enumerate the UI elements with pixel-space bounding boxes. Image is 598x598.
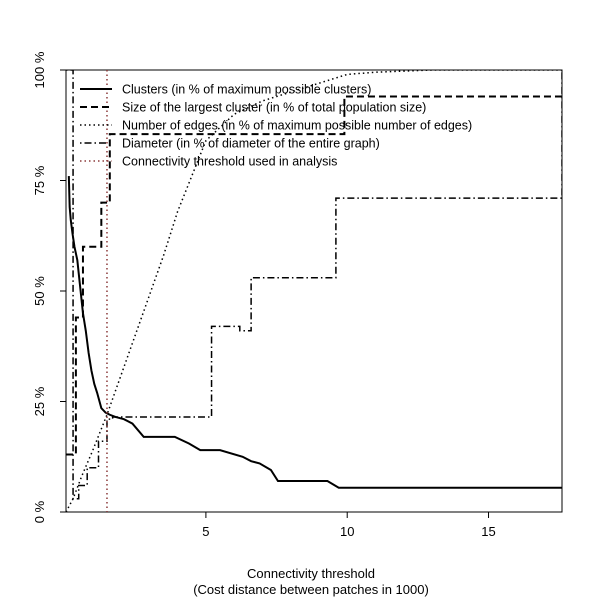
legend-label-3: Diameter (in % of diameter of the entire…	[122, 137, 380, 151]
y-tick-label: 100 %	[32, 51, 47, 88]
y-tick-label: 25 %	[32, 386, 47, 416]
legend-label-0: Clusters (in % of maximum possible clust…	[122, 83, 371, 97]
series-line-0	[67, 176, 562, 489]
series-layer	[66, 70, 562, 512]
legend-label-4: Connectivity threshold used in analysis	[122, 155, 337, 169]
x-tick-label: 5	[202, 524, 209, 539]
x-axis-subtitle: (Cost distance between patches in 1000)	[193, 582, 429, 597]
x-tick-label: 10	[340, 524, 354, 539]
legend-label-1: Size of the largest cluster (in % of tot…	[122, 101, 426, 115]
series-line-1	[66, 95, 562, 456]
x-tick-label: 15	[481, 524, 495, 539]
series-line-3	[66, 70, 562, 500]
y-tick-label: 75 %	[32, 165, 47, 195]
axes: 5 10 15 0 % 25 % 50 % 75 % 100 %	[32, 51, 496, 539]
x-axis-title: Connectivity threshold	[247, 566, 375, 581]
y-tick-label: 0 %	[32, 500, 47, 523]
legend-label-2: Number of edges (in % of maximum possibl…	[122, 119, 472, 133]
y-tick-label: 50 %	[32, 276, 47, 306]
legend: Clusters (in % of maximum possible clust…	[80, 83, 472, 169]
